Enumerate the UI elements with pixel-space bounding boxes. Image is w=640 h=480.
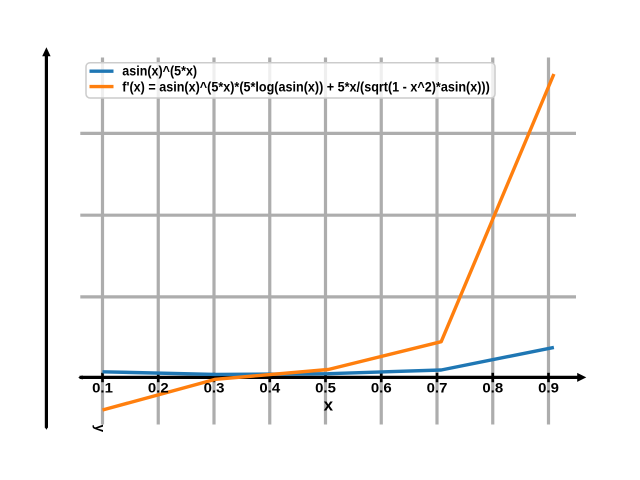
- svg-text:0.2: 0.2: [148, 379, 169, 395]
- svg-text:0.5: 0.5: [315, 379, 336, 395]
- svg-text:0.4: 0.4: [259, 379, 280, 395]
- svg-text:0.7: 0.7: [427, 379, 448, 395]
- svg-text:0.1: 0.1: [92, 379, 113, 395]
- svg-text:asin(x)^(5*x): asin(x)^(5*x): [122, 63, 197, 78]
- svg-text:0.9: 0.9: [538, 379, 559, 395]
- svg-text:y: y: [93, 424, 108, 432]
- svg-text:0.3: 0.3: [204, 379, 225, 395]
- svg-text:f'(x) = asin(x)^(5*x)*(5*log(a: f'(x) = asin(x)^(5*x)*(5*log(asin(x)) + …: [122, 80, 490, 95]
- svg-text:x: x: [324, 396, 334, 415]
- svg-text:0.6: 0.6: [371, 379, 392, 395]
- svg-text:0.8: 0.8: [482, 379, 503, 395]
